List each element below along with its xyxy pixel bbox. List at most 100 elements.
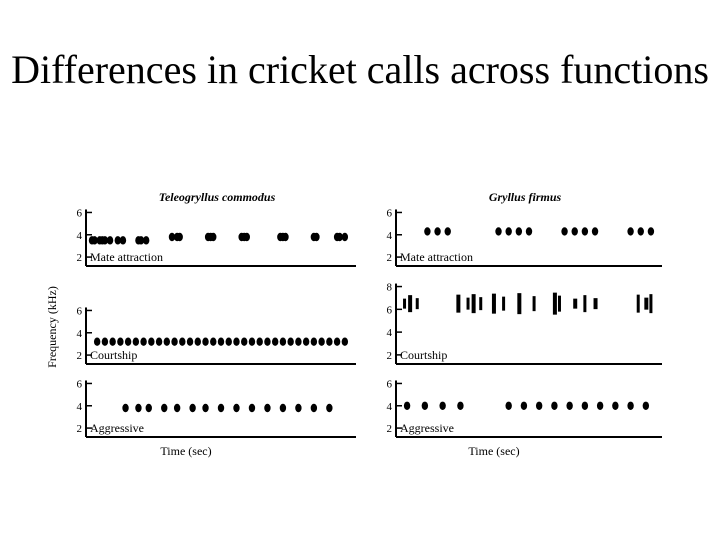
call-pulse: [561, 227, 568, 236]
y-tick-label: 4: [77, 230, 83, 242]
call-pulse: [502, 296, 506, 311]
call-pulse: [163, 337, 171, 346]
call-pulse: [310, 337, 318, 346]
call-pulse: [256, 337, 263, 346]
call-pulse: [415, 298, 419, 310]
y-tick-label: 2: [387, 423, 393, 435]
call-pulse: [505, 227, 512, 236]
call-pulse: [119, 236, 127, 245]
call-pulse: [114, 236, 122, 245]
y-tick-label: 6: [77, 207, 83, 219]
call-pulse: [132, 337, 140, 346]
call-pulse: [434, 227, 441, 236]
call-pulse: [333, 337, 341, 346]
call-pulse: [225, 337, 232, 346]
call-pulse: [515, 227, 523, 236]
panel-label: Mate attraction: [400, 250, 473, 264]
y-tick-label: 6: [77, 378, 83, 390]
panel-label: Courtship: [400, 348, 447, 362]
spectrogram-panel: 2 4 6 Mate attraction: [387, 207, 662, 267]
time-axis-label: Time (sec): [468, 444, 519, 458]
call-pulse: [243, 232, 250, 242]
call-pulse: [535, 401, 543, 410]
call-pulse: [279, 337, 287, 346]
y-tick-label: 6: [387, 207, 393, 219]
call-pulse: [637, 227, 644, 236]
call-pulse: [557, 295, 561, 312]
call-pulse: [495, 227, 502, 236]
call-pulse: [439, 401, 446, 410]
panel-label: Courtship: [90, 348, 137, 362]
spectrogram-panel: 2 4 6 Aggressive: [77, 378, 356, 438]
call-pulse: [520, 401, 528, 410]
call-pulse: [101, 236, 109, 245]
call-pulse: [264, 337, 271, 346]
call-pulse: [326, 403, 333, 413]
call-pulse: [279, 403, 287, 413]
call-pulse: [179, 337, 186, 346]
call-pulse: [566, 401, 573, 410]
call-pulse: [217, 337, 225, 346]
call-pulse: [612, 401, 619, 410]
y-tick-label: 8: [387, 282, 393, 294]
call-pulse: [421, 401, 429, 410]
y-tick-label: 4: [387, 401, 393, 413]
call-pulse: [591, 227, 599, 236]
y-tick-label: 6: [387, 378, 393, 390]
call-pulse: [644, 297, 649, 310]
call-pulse: [551, 401, 558, 410]
call-pulse: [241, 337, 248, 346]
call-pulse: [287, 337, 294, 346]
y-tick-label: 6: [387, 304, 393, 316]
call-pulse: [408, 295, 413, 313]
species-title: Gryllus firmus: [489, 190, 562, 204]
call-pulse: [627, 401, 634, 410]
call-pulse: [248, 337, 256, 346]
call-pulse: [142, 236, 150, 245]
call-pulse: [295, 337, 302, 346]
call-pulse: [210, 232, 217, 242]
call-pulse: [341, 232, 349, 242]
call-pulse: [189, 403, 196, 413]
call-pulse: [466, 297, 470, 310]
call-pulse: [326, 337, 333, 346]
call-pulse: [194, 337, 201, 346]
call-pulse: [106, 236, 114, 245]
call-pulse: [148, 337, 155, 346]
y-tick-label: 6: [77, 305, 83, 317]
call-pulse: [248, 403, 256, 413]
y-tick-label: 2: [77, 252, 83, 264]
y-tick-label: 4: [387, 230, 393, 242]
call-pulse: [302, 337, 310, 346]
call-pulse: [202, 403, 209, 413]
call-pulse: [581, 227, 589, 236]
call-pulse: [336, 232, 343, 242]
call-pulse: [571, 227, 578, 236]
call-pulse: [271, 337, 279, 346]
panel-label: Mate attraction: [90, 250, 163, 264]
call-pulse: [456, 294, 461, 313]
spectrogram-grid: Teleogryllus commodus Time (sec) 2 4 6 Mate a…: [77, 190, 662, 458]
call-pulse: [140, 337, 147, 346]
call-pulse: [341, 337, 349, 346]
spectrogram-panel: 2 4 6 Mate attraction: [77, 207, 356, 267]
call-pulse: [233, 337, 240, 346]
call-pulse: [525, 227, 533, 236]
call-pulse: [457, 401, 464, 410]
y-tick-label: 2: [77, 350, 83, 362]
call-pulse: [593, 298, 598, 310]
call-pulse: [491, 293, 496, 314]
call-pulse: [583, 295, 587, 313]
call-pulse: [532, 296, 536, 312]
y-tick-label: 4: [387, 327, 393, 339]
call-pulse: [313, 232, 320, 242]
call-pulse: [627, 227, 634, 236]
call-pulse: [552, 292, 557, 315]
call-pulse: [176, 232, 183, 242]
call-pulse: [444, 227, 451, 236]
call-pulse: [573, 298, 578, 309]
call-pulse: [581, 401, 589, 410]
call-pulse: [210, 337, 217, 346]
call-pulse: [155, 337, 163, 346]
